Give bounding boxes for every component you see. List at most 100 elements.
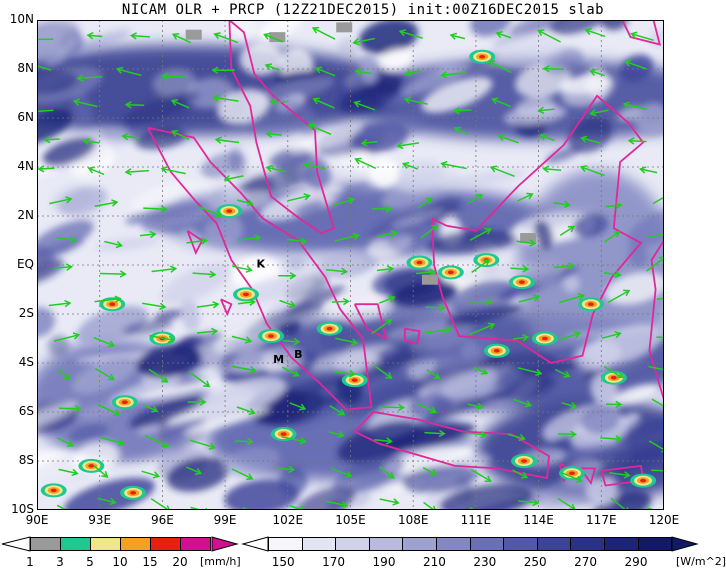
wind-arrow [471,259,491,274]
wind-arrow [235,437,254,446]
wind-arrow [48,299,72,308]
wind-arrow [589,68,605,77]
map-title: NICAM OLR + PRCP (12Z21DEC2015) init:00Z… [121,2,605,18]
lon-label: 108E [397,513,429,527]
wind-arrow [93,464,109,478]
precip-colorbar-cell [60,537,91,551]
wind-arrow [627,137,647,145]
wind-arrow [236,406,256,416]
lat-label: 2N [17,208,34,222]
wind-arrow [372,205,393,213]
olr-colorbar-cell [503,537,538,551]
wind-arrow [630,31,654,42]
wind-arrow [104,240,124,249]
wind-arrow [607,289,631,304]
wind-arrow [269,97,287,106]
wind-arrow [648,365,664,373]
wind-arrow [100,436,126,447]
precip-cell [520,233,537,244]
olr-colorbar-cell [268,537,303,551]
wind-arrow [328,430,345,439]
wind-arrow [82,137,100,146]
wind-arrow [188,371,211,388]
wind-arrow [326,267,349,275]
gridlines [37,20,664,510]
place-label-m: M [273,353,284,366]
wind-arrow [470,469,492,482]
wind-arrow [265,164,287,173]
wind-arrow [57,368,71,381]
lon-label: 117E [586,513,617,527]
wind-arrow [87,166,105,176]
precip-colorbar-label: 20 [172,555,188,569]
wind-arrow [512,469,529,479]
wind-arrow [558,293,586,304]
plot-frame [37,20,664,510]
wind-arrow [396,141,420,150]
olr-colorbar-label: 230 [473,555,497,569]
wind-arrow [192,270,217,278]
wind-arrow [651,469,664,472]
wind-arrow [186,466,203,475]
wind-arrow [72,98,98,108]
wind-arrow [37,109,54,113]
wind-arrow [401,161,419,170]
wind-arrow [603,365,624,379]
wind-arrow [53,332,81,342]
wind-arrow [223,175,244,183]
olr-colorbar-label: 270 [574,555,598,569]
wind-arrow [403,96,428,105]
wind-arrow [279,299,297,308]
wind-arrow [554,368,571,378]
wind-arrow [265,130,282,138]
wind-arrow [97,403,121,417]
wind-arrow [374,437,393,445]
wind-arrow [473,367,489,375]
wind-arrow [425,303,446,312]
wind-arrow [278,465,296,474]
wind-arrow [580,135,600,144]
wind-arrow [170,99,190,109]
wind-arrow [160,165,186,175]
wind-arrow [656,297,664,301]
olr-colorbar-cell [637,537,673,551]
wind-arrow [495,30,512,39]
wind-arrow [453,126,469,136]
wind-arrow [468,430,488,439]
wind-arrow [489,165,515,177]
olr-colorbar-label: 210 [422,555,446,569]
wind-arrow [263,32,284,43]
wind-arrow [536,29,561,43]
wind-arrow [329,405,346,416]
wind-arrow [97,497,117,506]
wind-arrow [76,74,103,82]
wind-arrow [141,470,161,479]
wind-arrow [589,109,609,117]
olr-colorbar-cell [335,537,370,551]
wind-arrow [398,29,423,39]
lat-label: 4S [18,355,34,369]
lon-label: 99E [213,513,237,527]
coastline [431,94,645,364]
wind-arrow [303,161,326,170]
precip-colorbar-label: 15 [142,555,158,569]
precip-colorbar-cell [120,537,151,551]
olr-colorbar-cell [402,537,437,551]
olr-colorbar-cell [368,537,404,551]
wind-arrow [491,97,512,108]
wind-arrow [558,330,582,341]
wind-arrow [561,401,578,410]
wind-arrow [426,369,441,380]
wind-arrow [378,403,406,412]
lon-label: 114E [523,513,554,527]
wind-arrow [352,37,375,46]
wind-arrow [264,63,280,71]
wind-arrow [379,295,396,304]
coastline [228,20,335,235]
wind-arrow [49,196,73,205]
lat-label: 8N [17,61,34,75]
olr-colorbar-label: 290 [624,555,648,569]
wind-arrow [334,232,360,242]
olr-colorbar-cell [570,537,605,551]
